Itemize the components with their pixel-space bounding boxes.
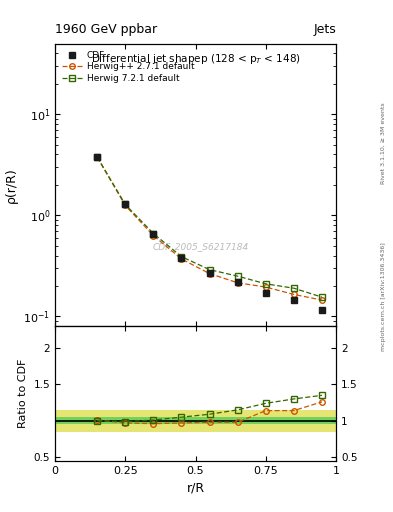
X-axis label: r/R: r/R	[186, 481, 205, 494]
Text: 1960 GeV ppbar: 1960 GeV ppbar	[55, 23, 157, 36]
Text: Rivet 3.1.10, ≥ 3M events: Rivet 3.1.10, ≥ 3M events	[381, 102, 386, 184]
Text: Differential jet shapep (128 < p$_T$ < 148): Differential jet shapep (128 < p$_T$ < 1…	[91, 52, 300, 66]
Text: mcplots.cern.ch [arXiv:1306.3436]: mcplots.cern.ch [arXiv:1306.3436]	[381, 243, 386, 351]
Legend: CDF, Herwig++ 2.7.1 default, Herwig 7.2.1 default: CDF, Herwig++ 2.7.1 default, Herwig 7.2.…	[59, 48, 197, 86]
Y-axis label: ρ(r/R): ρ(r/R)	[5, 167, 18, 203]
Text: Jets: Jets	[313, 23, 336, 36]
Y-axis label: Ratio to CDF: Ratio to CDF	[18, 359, 28, 428]
Text: CDF_2005_S6217184: CDF_2005_S6217184	[153, 243, 249, 251]
